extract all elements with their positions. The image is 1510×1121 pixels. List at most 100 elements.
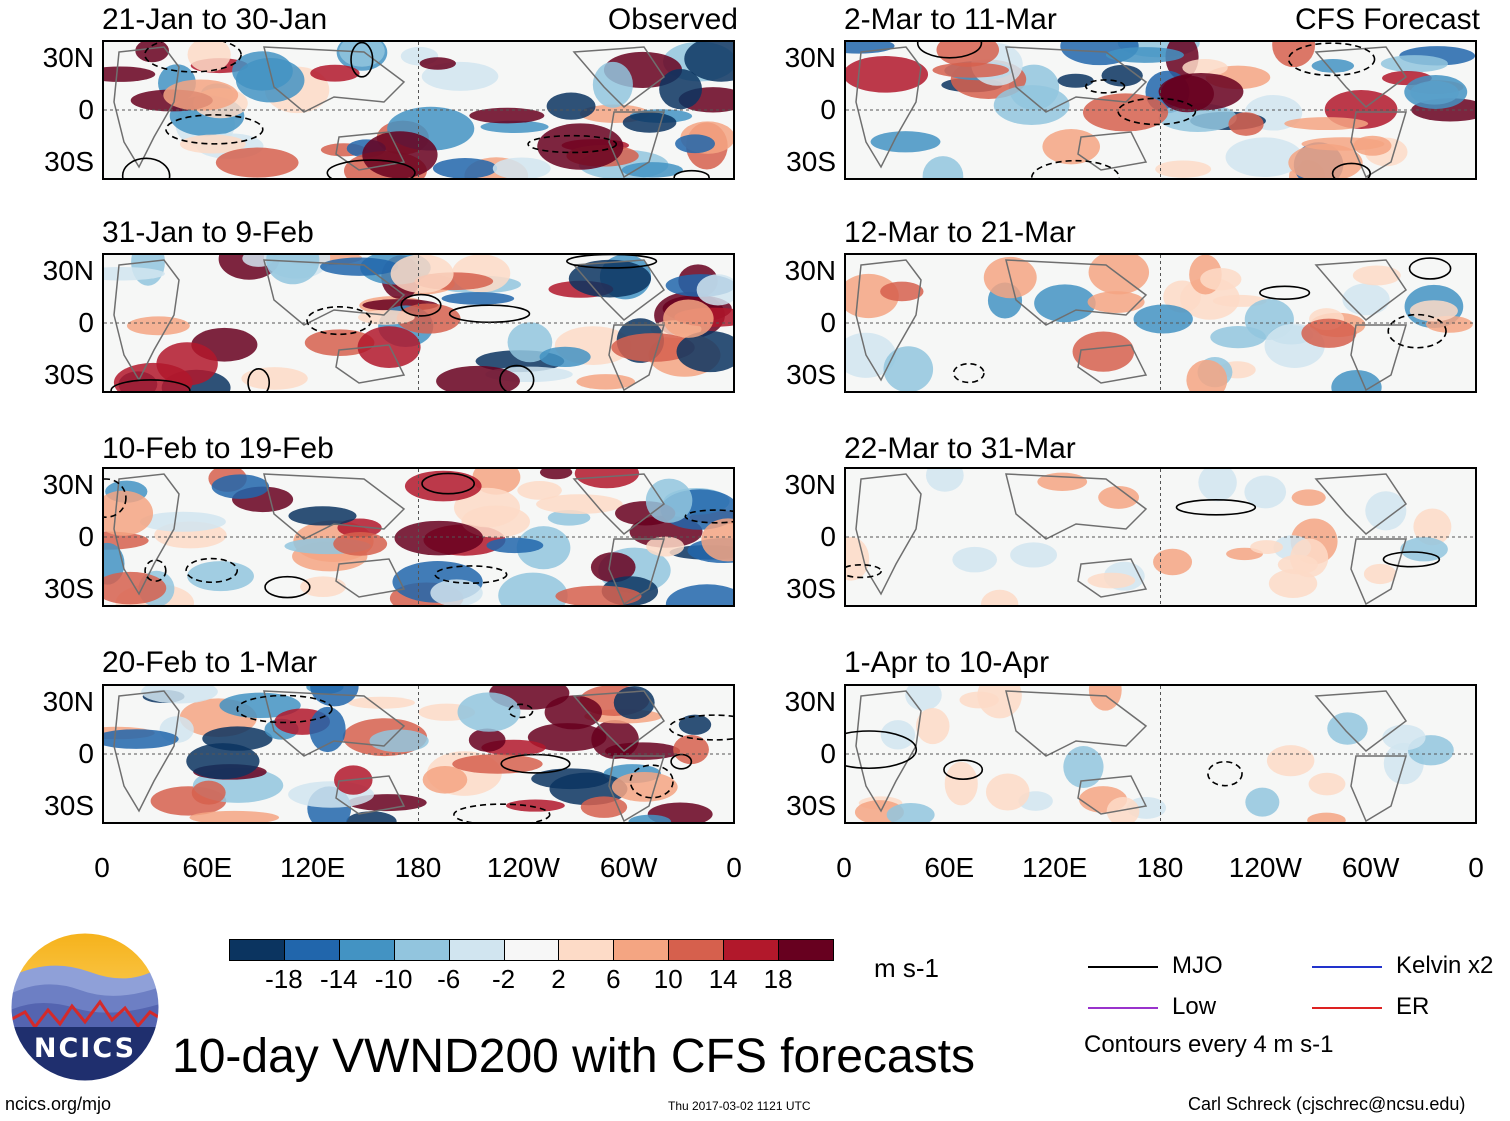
negative-anomaly	[846, 332, 897, 378]
positive-anomaly	[663, 299, 714, 338]
lon-tick-label: 60W	[599, 852, 658, 883]
negative-anomaly	[492, 157, 551, 178]
positive-anomaly	[1098, 486, 1140, 509]
mjo-contour	[110, 379, 191, 391]
negative-anomaly	[659, 69, 703, 110]
colorbar-swatch	[503, 939, 560, 961]
coastline	[1005, 690, 1148, 757]
lon-tick-label: 180	[1136, 852, 1184, 883]
positive-anomaly	[347, 696, 415, 709]
mjo-contour	[165, 114, 264, 145]
lat-tick-label: 0	[820, 307, 836, 338]
negative-anomaly	[219, 692, 301, 719]
negative-anomaly	[993, 85, 1070, 125]
positive-anomaly	[215, 147, 299, 178]
negative-anomaly	[1245, 787, 1280, 817]
coastline	[572, 259, 666, 321]
negative-anomaly	[1382, 724, 1426, 751]
lat-tick-label: 30N	[42, 255, 94, 286]
positive-anomaly	[880, 281, 924, 302]
positive-anomaly	[241, 367, 308, 390]
coastline	[855, 473, 922, 596]
coastline	[113, 690, 180, 813]
positive-anomaly	[310, 64, 360, 82]
positive-anomaly	[1272, 42, 1316, 68]
mjo-contour	[421, 472, 476, 495]
lon-tick-label: 0	[726, 852, 742, 883]
ncics-logo-graphic	[10, 932, 160, 1082]
positive-anomaly	[1042, 128, 1100, 165]
lat-tick-label: 30S	[786, 359, 836, 390]
negative-anomaly	[507, 322, 553, 363]
coastline	[1314, 259, 1408, 321]
coastline	[1005, 259, 1148, 326]
lon-tick-label: 120W	[486, 852, 560, 883]
negative-anomaly	[645, 478, 693, 523]
positive-anomaly	[1284, 117, 1369, 131]
mjo-contour	[264, 575, 311, 599]
colorbar-swatch	[338, 939, 395, 961]
negative-anomaly	[320, 257, 399, 276]
footer-url[interactable]: ncics.org/mjo	[5, 1094, 112, 1114]
mjo-contour	[943, 759, 984, 780]
lat-tick-label: 30N	[784, 42, 836, 73]
positive-anomaly	[701, 518, 733, 562]
positive-anomaly	[1186, 359, 1228, 391]
mjo-contour	[448, 304, 531, 324]
coastline	[1350, 324, 1408, 391]
coastline	[572, 690, 666, 752]
positive-anomaly	[300, 576, 346, 597]
negative-anomaly	[232, 51, 293, 91]
coastline	[572, 46, 666, 108]
positive-anomaly	[1088, 686, 1122, 711]
negative-anomaly	[613, 686, 655, 720]
positive-anomaly	[191, 780, 226, 805]
lat-tick-label: 0	[820, 738, 836, 769]
colorbar-swatch	[778, 939, 834, 961]
panel-map	[846, 255, 1475, 391]
mjo-contour	[1117, 97, 1197, 126]
mjo-contour	[508, 703, 534, 719]
coastline	[113, 473, 180, 596]
positive-anomaly	[304, 329, 375, 357]
negative-anomaly	[622, 112, 677, 133]
coastline	[608, 324, 666, 391]
positive-anomaly	[932, 62, 1009, 78]
coastline	[1314, 690, 1408, 752]
negative-anomaly	[684, 42, 733, 82]
contour-note: Contours every 4 m s-1	[1084, 1031, 1334, 1058]
negative-anomaly	[480, 120, 549, 133]
negative-anomaly	[1244, 475, 1287, 509]
lon-tick-label: 120E	[279, 852, 346, 883]
mjo-contour	[1382, 551, 1441, 568]
coastline	[335, 344, 406, 384]
lon-tick-label: 60E	[182, 852, 233, 883]
positive-anomaly	[506, 799, 565, 812]
negative-anomaly	[457, 692, 521, 732]
positive-anomaly	[527, 723, 607, 752]
lon-tick-label: 120E	[1021, 852, 1088, 883]
negative-anomaly	[432, 158, 498, 178]
coastline	[1350, 538, 1408, 605]
positive-anomaly	[1155, 160, 1212, 178]
positive-anomaly	[1087, 572, 1136, 589]
positive-anomaly	[1158, 72, 1244, 111]
lat-tick-label: 30N	[784, 469, 836, 500]
negative-anomaly	[592, 61, 633, 108]
negative-anomaly	[1400, 537, 1448, 562]
coastline	[1350, 755, 1408, 822]
positive-anomaly	[544, 695, 602, 730]
positive-anomaly	[452, 754, 543, 774]
negative-anomaly	[486, 537, 544, 554]
negative-anomaly	[139, 511, 226, 532]
positive-anomaly	[985, 773, 1030, 811]
positive-anomaly	[517, 481, 562, 500]
coastline	[855, 46, 922, 169]
positive-anomaly	[537, 123, 624, 170]
negative-anomaly	[665, 584, 733, 605]
mjo-contour	[527, 134, 618, 154]
positive-anomaly	[611, 771, 678, 802]
colorbar-tick-label: 2	[551, 964, 566, 994]
mjo-contour	[668, 714, 733, 741]
colorbar-swatch	[723, 939, 780, 961]
